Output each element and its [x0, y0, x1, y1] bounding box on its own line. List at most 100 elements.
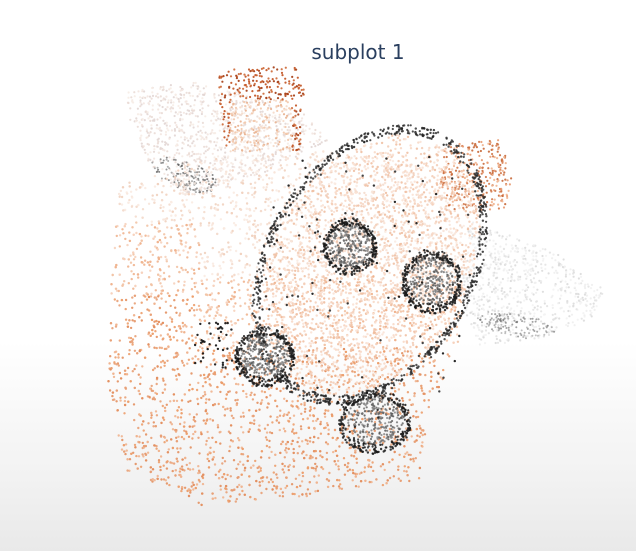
- cloud-point: [221, 273, 225, 277]
- cloud-point: [519, 339, 522, 342]
- cloud-point: [230, 414, 234, 417]
- cloud-point: [203, 145, 206, 148]
- cloud-point: [159, 133, 162, 136]
- cloud-point: [292, 133, 295, 136]
- cloud-point: [197, 381, 200, 385]
- cloud-point: [162, 337, 165, 340]
- cloud-point: [290, 94, 293, 97]
- cloud-point: [265, 166, 268, 169]
- cloud-point: [228, 196, 231, 199]
- cloud-point: [123, 399, 127, 403]
- cloud-point: [246, 156, 249, 159]
- cloud-point: [219, 196, 222, 200]
- cloud-point: [299, 132, 302, 135]
- cloud-point: [220, 368, 223, 372]
- cloud-point: [409, 275, 413, 279]
- cloud-point: [577, 295, 580, 299]
- cloud-point: [289, 119, 292, 122]
- cloud-point: [134, 120, 138, 123]
- cloud-point: [544, 267, 547, 271]
- cloud-point: [280, 118, 283, 121]
- cloud-point: [193, 174, 197, 177]
- cloud-point: [370, 324, 374, 327]
- cloud-point: [456, 256, 460, 259]
- cloud-point: [147, 143, 150, 146]
- cloud-point: [534, 320, 537, 323]
- cloud-point: [264, 124, 267, 127]
- cloud-point: [275, 212, 278, 216]
- cloud-point: [153, 132, 156, 135]
- cloud-point: [230, 112, 233, 115]
- cloud-point: [593, 290, 596, 293]
- cloud-point: [234, 83, 237, 86]
- cloud-point: [508, 324, 511, 327]
- cloud-point: [385, 306, 388, 310]
- cloud-point: [232, 341, 235, 344]
- cloud-point: [185, 341, 188, 344]
- cloud-point: [236, 112, 239, 116]
- cloud-point: [275, 125, 278, 128]
- cloud-point: [205, 191, 208, 194]
- cloud-point: [403, 350, 407, 353]
- cloud-point: [151, 86, 154, 90]
- cloud-point: [474, 250, 477, 253]
- cloud-point: [240, 166, 243, 169]
- cloud-point: [276, 234, 279, 237]
- cloud-point: [220, 93, 224, 96]
- cloud-point: [238, 113, 241, 116]
- cloud-point: [494, 326, 497, 329]
- cloud-point: [270, 107, 273, 111]
- cloud-point: [128, 352, 131, 356]
- cloud-point: [175, 124, 178, 127]
- cloud-point: [433, 364, 436, 368]
- cloud-point: [285, 108, 288, 111]
- cloud-point: [376, 259, 379, 262]
- cloud-point: [492, 288, 496, 291]
- cloud-point: [564, 289, 567, 292]
- cloud-point: [484, 318, 487, 321]
- cloud-point: [470, 237, 473, 240]
- cloud-point: [298, 126, 302, 129]
- cloud-point: [513, 309, 516, 313]
- cloud-point: [500, 323, 503, 326]
- cloud-point: [505, 327, 508, 329]
- cloud-point: [171, 158, 174, 161]
- cloud-point: [295, 137, 298, 140]
- cloud-point: [239, 106, 242, 109]
- cloud-point: [160, 285, 163, 288]
- cloud-point: [393, 347, 396, 350]
- cloud-point: [575, 301, 579, 304]
- cloud-point: [202, 100, 205, 103]
- cloud-point: [407, 245, 410, 249]
- cloud-point: [155, 346, 158, 350]
- cloud-point: [245, 255, 248, 258]
- cloud-point: [139, 256, 143, 259]
- cloud-point: [221, 332, 224, 335]
- cloud-point: [238, 129, 241, 132]
- cloud-point: [232, 149, 235, 152]
- cloud-point: [295, 85, 298, 88]
- cloud-point: [208, 174, 211, 177]
- cloud-point: [526, 262, 529, 265]
- cloud-point: [516, 304, 519, 307]
- cloud-point: [293, 109, 296, 112]
- cloud-point: [255, 105, 258, 108]
- cloud-point: [183, 131, 186, 134]
- cloud-point: [401, 352, 404, 355]
- cloud-point: [136, 107, 139, 110]
- cloud-point: [193, 104, 196, 107]
- cloud-point: [167, 129, 170, 132]
- cloud-point: [542, 327, 545, 330]
- cloud-point: [488, 315, 492, 318]
- cloud-point: [173, 181, 176, 184]
- cloud-point: [265, 118, 268, 121]
- cloud-point: [312, 204, 315, 208]
- cloud-point: [180, 136, 183, 139]
- cloud-point: [197, 120, 200, 123]
- cloud-point: [257, 160, 260, 163]
- cloud-point: [243, 73, 246, 76]
- cloud-point: [146, 113, 149, 116]
- cloud-point: [536, 308, 539, 311]
